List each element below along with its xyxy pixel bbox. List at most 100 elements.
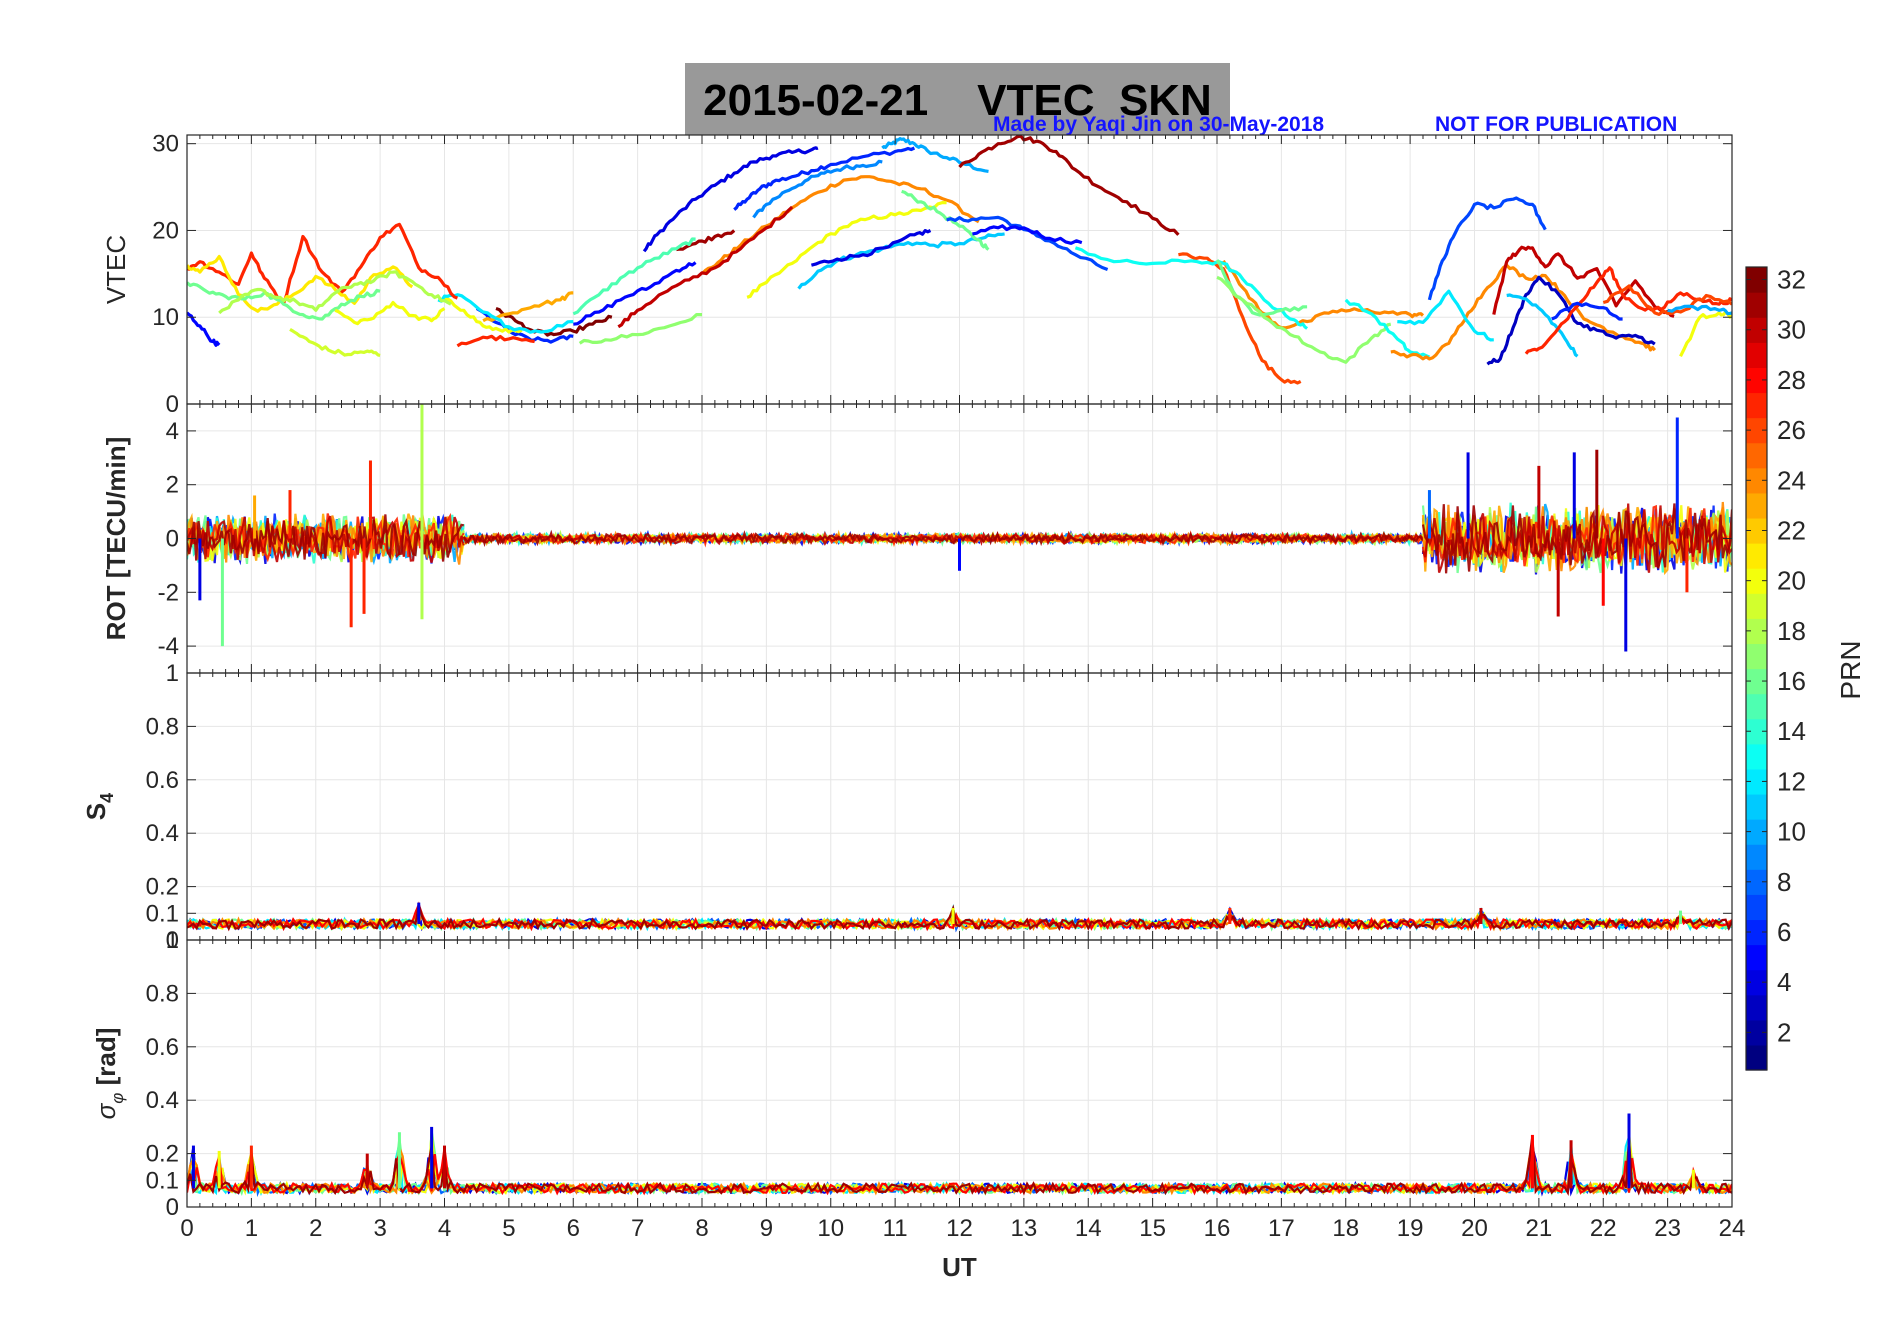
vtec-series-prn-5 <box>573 261 697 326</box>
xtick-label: 22 <box>1590 1215 1617 1242</box>
colorbar-step <box>1746 618 1767 645</box>
ylabel-vtec: VTEC <box>101 235 131 304</box>
colorbar-tick-label: 30 <box>1777 315 1806 345</box>
ylabel-sigma_phi: σφ [rad] <box>91 1028 127 1120</box>
title-box <box>685 63 1230 135</box>
xtick-label: 5 <box>502 1215 515 1242</box>
vtec-series-prn-7 <box>1427 196 1547 301</box>
title-date: 2015-02-21 <box>703 76 929 125</box>
series-group-sigma_phi <box>187 1113 1732 1198</box>
ytick-label-s4: 0.4 <box>146 820 179 847</box>
colorbar-step <box>1746 593 1767 619</box>
colorbar-tick-label: 10 <box>1777 817 1806 847</box>
ytick-label-s4: 0 <box>166 927 179 954</box>
publication-notice: NOT FOR PUBLICATION <box>1435 113 1678 136</box>
ytick-label-s4: 0.6 <box>146 767 179 794</box>
xtick-label: 21 <box>1526 1215 1553 1242</box>
colorbar-step <box>1746 743 1767 770</box>
xtick-label: 20 <box>1461 1215 1488 1242</box>
xtick-label: 16 <box>1204 1215 1231 1242</box>
colorbar-step <box>1746 1044 1767 1071</box>
vtec-series-prn-19 <box>289 328 381 357</box>
colorbar-step <box>1746 969 1767 996</box>
ytick-label-sigma_phi: 0.6 <box>146 1034 179 1061</box>
colorbar-step <box>1746 793 1767 820</box>
colorbar-tick-label: 12 <box>1777 766 1806 796</box>
ytick-label-s4: 0.8 <box>146 713 179 740</box>
ytick-label-vtec: 30 <box>152 131 179 158</box>
colorbar-step <box>1746 517 1767 544</box>
ytick-label-sigma_phi: 0.2 <box>146 1141 179 1168</box>
colorbar-step <box>1746 718 1767 745</box>
vtec-series-prn-3 <box>1486 275 1656 366</box>
ytick-label-rot: 4 <box>166 418 179 445</box>
data-layer <box>187 135 1732 1198</box>
vtec-series-prn-18 <box>218 270 452 315</box>
colorbar-step <box>1746 819 1767 845</box>
colorbar-step <box>1746 768 1767 795</box>
rot-trace-prn-24 <box>1421 501 1732 572</box>
xtick-label: 15 <box>1139 1215 1166 1242</box>
xtick-label: 17 <box>1268 1215 1295 1242</box>
xtick-label: 11 <box>883 1215 908 1242</box>
colorbar-step <box>1746 668 1767 695</box>
ytick-label-vtec: 0 <box>166 391 179 418</box>
xtick-label: 18 <box>1332 1215 1359 1242</box>
ytick-label-s4: 1 <box>166 660 179 687</box>
vtec-series-prn-20 <box>334 300 446 326</box>
colorbar-tick-label: 26 <box>1777 415 1806 445</box>
colorbar-tick-label: 2 <box>1777 1017 1791 1047</box>
vtec-series-prn-13 <box>1074 246 1309 330</box>
ytick-label-s4: 0.2 <box>146 874 179 901</box>
colorbar-step <box>1746 492 1767 519</box>
colorbar-step <box>1746 894 1767 921</box>
vtec-series-prn-24 <box>1221 260 1425 330</box>
ytick-label-rot: 2 <box>166 472 179 499</box>
colorbar-step <box>1746 317 1767 343</box>
vtec-series-prn-4 <box>642 146 819 253</box>
ylabel-rot: ROT [TECU/min] <box>101 437 131 641</box>
vtec-series-prn-5 <box>187 311 221 347</box>
colorbar-tick-label: 18 <box>1777 616 1806 646</box>
colorbar-step <box>1746 693 1767 720</box>
vtec-series-prn-24 <box>1390 263 1657 361</box>
vtec-series-prn-11 <box>1506 293 1579 358</box>
vtec-series-prn-16 <box>1215 259 1308 317</box>
xtick-label: 14 <box>1075 1215 1102 1242</box>
vtec-series-prn-27 <box>456 334 535 348</box>
xtick-label: 23 <box>1654 1215 1681 1242</box>
s4-trace-prn-31 <box>187 904 1732 932</box>
vtec-series-prn-17 <box>1216 275 1392 364</box>
xtick-label: 7 <box>631 1215 644 1242</box>
vtec-series-prn-4 <box>811 229 932 267</box>
chart-title: 2015-02-21 VTEC SKN <box>685 63 1230 135</box>
colorbar-step <box>1746 1019 1767 1046</box>
xtick-label: 4 <box>438 1215 451 1242</box>
colorbar-frame <box>1745 266 1768 1071</box>
vtec-series-prn-11 <box>797 232 1005 290</box>
xtick-label: 19 <box>1397 1215 1424 1242</box>
vtec-series-prn-30 <box>617 205 794 329</box>
vtec-series-prn-32 <box>495 306 613 337</box>
vtec-series-prn-16 <box>187 281 381 321</box>
ytick-label-sigma_phi: 0.4 <box>146 1087 179 1114</box>
colorbar-step <box>1746 944 1767 971</box>
colorbar-tick-label: 28 <box>1777 365 1806 395</box>
colorbar-tick-label: 8 <box>1777 867 1791 897</box>
ytick-label-vtec: 10 <box>152 304 179 331</box>
xtick-label: 2 <box>309 1215 322 1242</box>
xtick-label: 12 <box>946 1215 973 1242</box>
ytick-label-rot: -4 <box>158 633 179 660</box>
ytick-label-s4: 0.1 <box>146 900 179 927</box>
ytick-label-vtec: 20 <box>152 217 179 244</box>
vtec-series-prn-31 <box>676 229 736 252</box>
colorbar-step <box>1746 417 1767 444</box>
rot-trace-prn-31 <box>462 530 1424 548</box>
rot-trace-prn-31 <box>1421 503 1732 574</box>
series-group-vtec <box>187 135 1732 385</box>
colorbar-label: PRN <box>1835 640 1866 699</box>
colorbar-step <box>1746 543 1767 569</box>
vtec-series-prn-26 <box>1602 284 1732 316</box>
colorbar-tick-label: 4 <box>1777 967 1791 997</box>
